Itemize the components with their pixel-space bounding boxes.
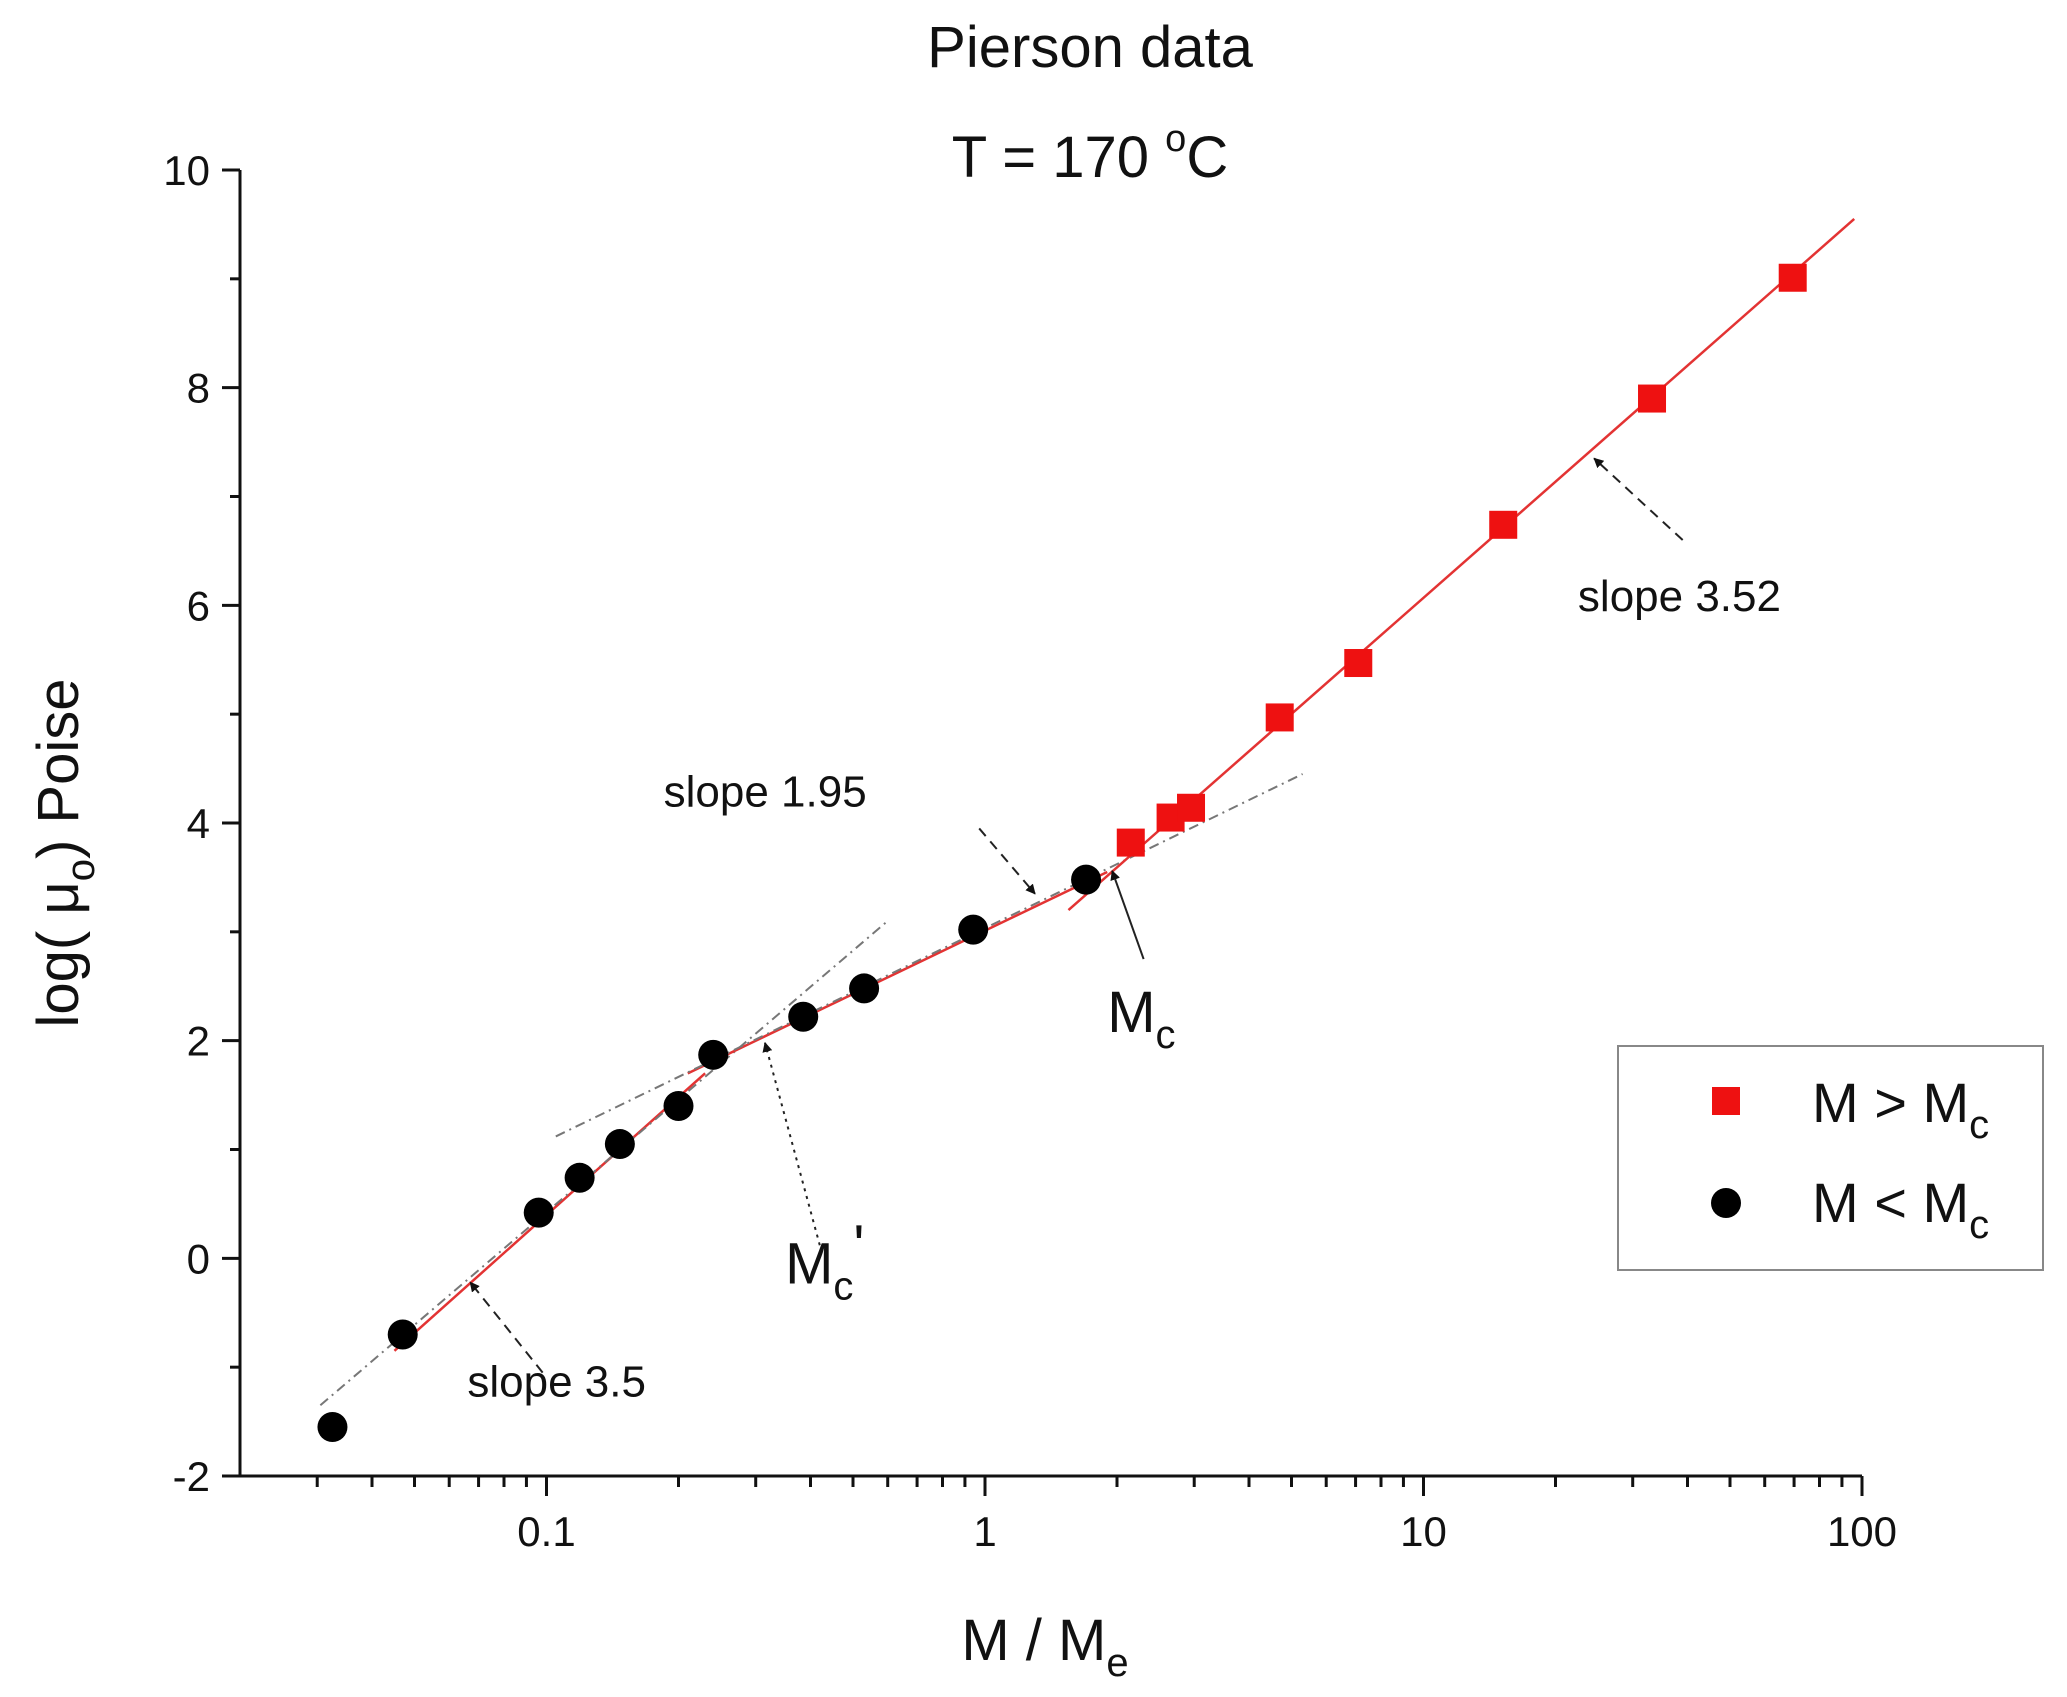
- fit-line: [687, 870, 1108, 1075]
- data-point-square: [1778, 263, 1807, 292]
- data-point-circle: [663, 1090, 694, 1121]
- legend-marker-circle: [1711, 1188, 1741, 1218]
- y-tick-label: 2: [187, 1018, 210, 1065]
- data-point-square: [1638, 384, 1667, 413]
- mc-annotation-sub: c: [1156, 1013, 1176, 1057]
- subtitle-unit: C: [1186, 125, 1228, 190]
- y-tick-label: 4: [187, 800, 210, 847]
- mc-annotation-main: M: [785, 1231, 833, 1296]
- x-tick-label: 0.1: [517, 1508, 575, 1555]
- y-axis-label-greek: μ: [26, 881, 91, 914]
- subtitle-prefix: T = 170: [952, 125, 1165, 190]
- data-point-circle: [317, 1412, 348, 1443]
- annotation-arrows: [469, 457, 1684, 1374]
- data-points: [317, 263, 1807, 1443]
- legend: M > Mc M < Mc: [1617, 1045, 2044, 1271]
- data-point-square: [1489, 510, 1518, 539]
- y-tick-label: 10: [163, 147, 210, 194]
- x-tick-label: 10: [1400, 1508, 1447, 1555]
- data-point-square: [1177, 793, 1206, 822]
- legend-label-above-main: M > M: [1812, 1071, 1969, 1134]
- mc-annotation: Mc: [1107, 980, 1175, 1057]
- y-axis-label-post: ) Poise: [26, 678, 91, 859]
- chart-title: Pierson data: [927, 15, 1253, 80]
- legend-label-below: M < Mc: [1812, 1171, 1989, 1247]
- data-point-square: [1265, 703, 1294, 732]
- data-point-circle: [604, 1129, 635, 1160]
- legend-label-above-sub: c: [1969, 1103, 1989, 1147]
- data-point-circle: [849, 973, 880, 1004]
- mc-annotation: Mc': [785, 1213, 864, 1308]
- y-tick-label: 0: [187, 1235, 210, 1282]
- legend-box: [1617, 1045, 2044, 1271]
- legend-label-below-main: M < M: [1812, 1171, 1969, 1234]
- slope-annotation: slope 1.95: [664, 768, 867, 817]
- legend-label-above: M > Mc: [1812, 1071, 1989, 1147]
- x-tick-label: 1: [973, 1508, 996, 1555]
- y-axis-label-pre: log(: [26, 915, 91, 1028]
- y-axis-label-sub: o: [59, 859, 103, 881]
- data-point-square: [1116, 828, 1145, 857]
- annotation-arrow: [978, 827, 1036, 895]
- slope-annotation: slope 3.52: [1578, 572, 1781, 621]
- legend-marker-square: [1712, 1087, 1740, 1115]
- data-point-square: [1344, 649, 1373, 678]
- data-point-circle: [387, 1319, 418, 1350]
- fit-line: [555, 773, 1304, 1138]
- mc-annotation-sub: c: [833, 1264, 853, 1308]
- x-axis-label-main: M / M: [961, 1608, 1106, 1673]
- y-axis-label: log( μo) Poise: [26, 678, 103, 1027]
- x-axis-label-sub: e: [1106, 1641, 1128, 1685]
- subtitle-degree: o: [1165, 118, 1186, 160]
- data-point-circle: [698, 1039, 729, 1070]
- data-point-circle: [958, 914, 989, 945]
- data-point-circle: [1071, 864, 1102, 895]
- chart-subtitle: T = 170 oC: [952, 118, 1228, 190]
- legend-label-below-sub: c: [1969, 1203, 1989, 1247]
- x-tick-label: 100: [1827, 1508, 1897, 1555]
- y-tick-label: 8: [187, 365, 210, 412]
- y-tick-label: 6: [187, 582, 210, 629]
- mc-annotation-main: M: [1107, 980, 1155, 1045]
- annotation-arrow: [1110, 869, 1145, 960]
- mc-annotation-prime: ': [853, 1213, 864, 1278]
- data-point-circle: [564, 1162, 595, 1193]
- x-axis-label: M / Me: [961, 1608, 1128, 1685]
- annotation-arrow: [1593, 457, 1684, 541]
- annotation-arrow: [469, 1281, 544, 1374]
- fit-line: [319, 920, 889, 1407]
- data-point-circle: [523, 1197, 554, 1228]
- annotation-arrow: [762, 1041, 821, 1246]
- slope-annotation: slope 3.5: [467, 1358, 646, 1407]
- y-tick-label: -2: [173, 1453, 210, 1500]
- axes: -2 0 2 4 6 8 10 0.1 1 10 100: [163, 147, 1897, 1555]
- data-point-circle: [788, 1001, 819, 1032]
